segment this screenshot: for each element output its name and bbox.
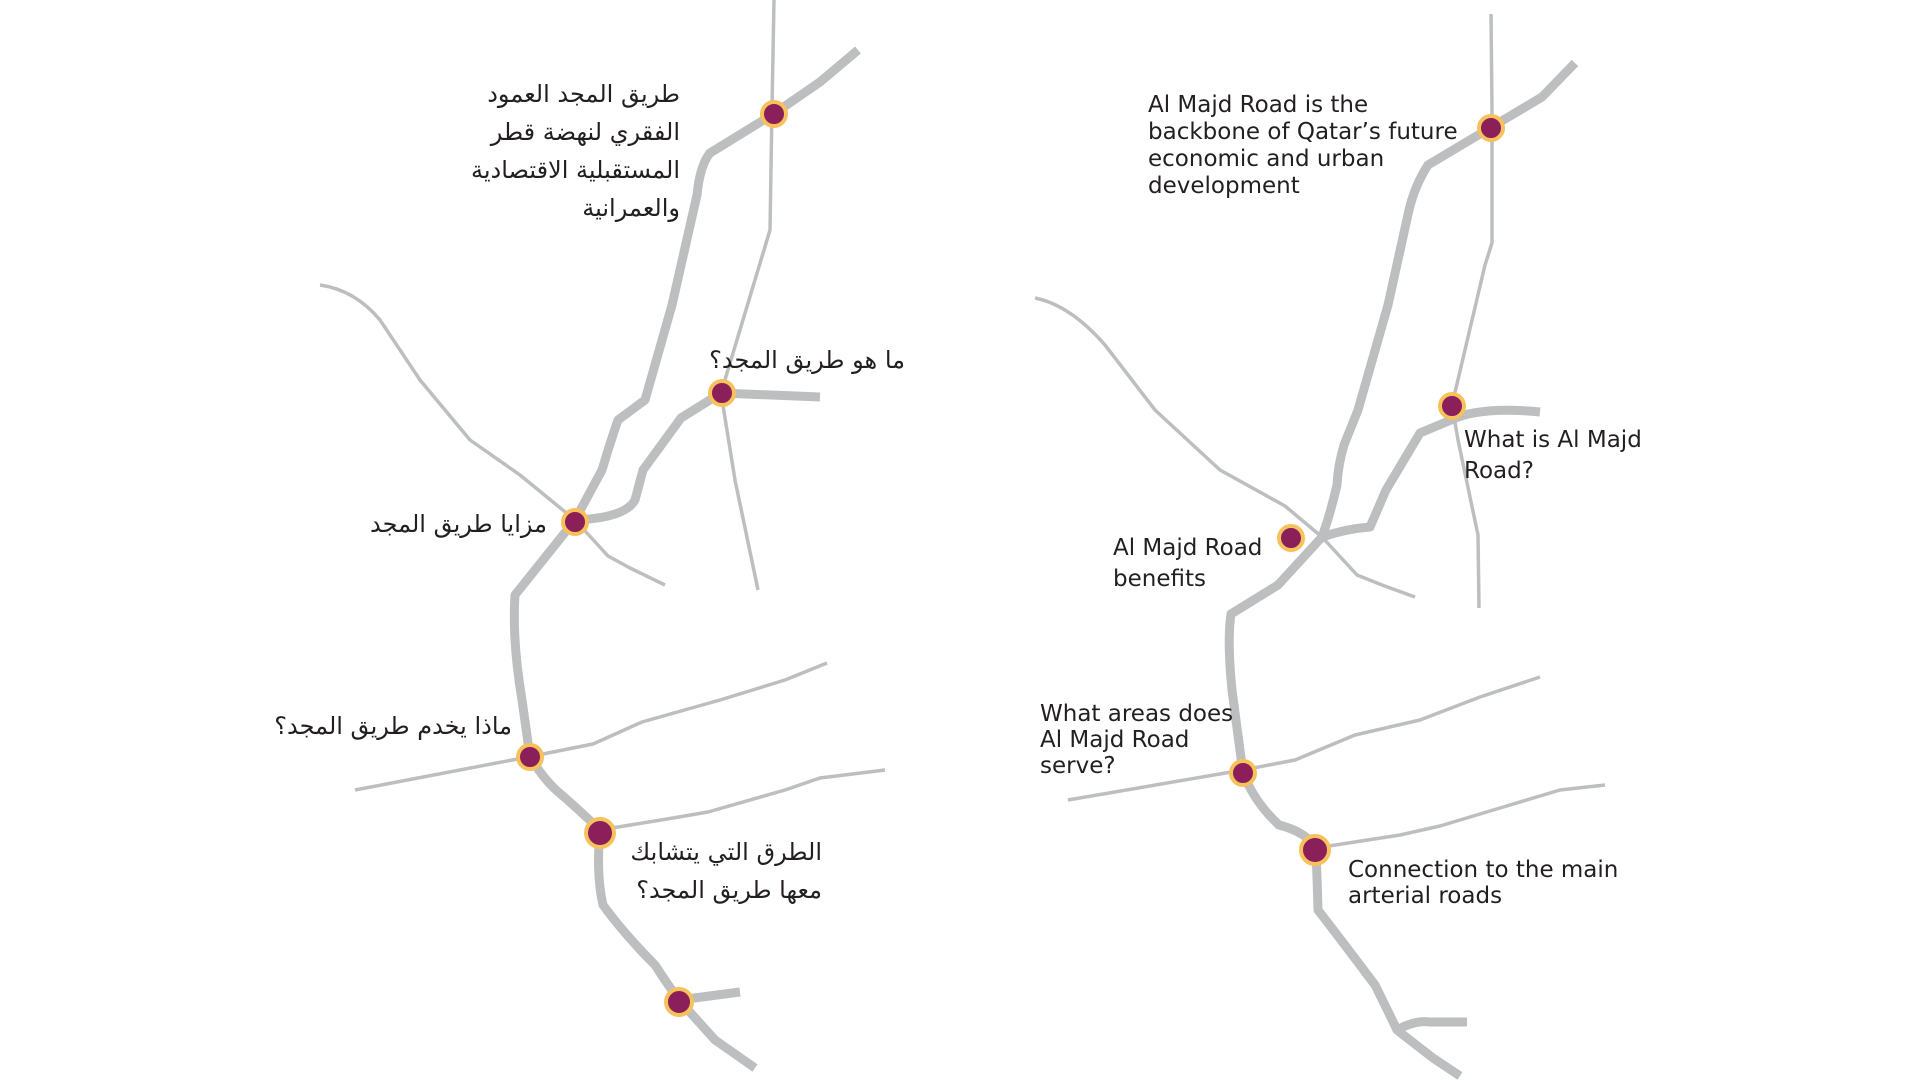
node-what-is[interactable] xyxy=(1438,392,1466,420)
label-en-backbone[interactable]: Al Majd Road is the backbone of Qatar’s … xyxy=(1148,92,1458,200)
node-areas[interactable] xyxy=(1229,759,1257,787)
node-areas[interactable] xyxy=(516,743,544,771)
label-en-what-is[interactable]: What is Al Majd Road? xyxy=(1464,425,1642,487)
label-line: المستقبلية الاقتصادية xyxy=(470,156,680,184)
label-ar-connections[interactable]: الطرق التي يتشابك معها طريق المجد؟ xyxy=(630,833,822,909)
english-road-map xyxy=(1034,13,1606,1080)
label-line: benefits xyxy=(1113,566,1206,592)
label-ar-what-is[interactable]: ما هو طريق المجد؟ xyxy=(709,341,905,379)
road-spur-bottom xyxy=(1394,1017,1467,1034)
label-line: Connection to the main xyxy=(1348,857,1619,883)
label-line: serve? xyxy=(1040,753,1116,779)
label-line: الطرق التي يتشابك xyxy=(630,838,822,866)
node-end[interactable] xyxy=(664,987,694,1017)
main-road xyxy=(509,46,861,1003)
label-line: Al Majd Road xyxy=(1113,535,1263,561)
label-ar-areas[interactable]: ماذا يخدم طريق المجد؟ xyxy=(274,707,512,745)
minor-road-west xyxy=(1034,296,1416,599)
label-en-benefits[interactable]: Al Majd Road benefits xyxy=(1113,533,1262,595)
label-line: مزايا طريق المجد xyxy=(370,510,547,538)
label-line: Al Majd Road xyxy=(1040,727,1190,753)
node-backbone[interactable] xyxy=(1477,114,1505,142)
label-line: ما هو طريق المجد؟ xyxy=(709,346,905,374)
label-en-areas[interactable]: What areas does Al Majd Road serve? xyxy=(1040,701,1233,779)
label-line: economic and urban xyxy=(1148,146,1385,172)
minor-road-north xyxy=(719,0,776,591)
node-backbone[interactable] xyxy=(760,100,788,128)
arabic-road-map xyxy=(319,0,886,1072)
node-connections[interactable] xyxy=(584,817,616,849)
label-line: development xyxy=(1148,173,1300,199)
node-connections[interactable] xyxy=(1299,834,1331,866)
label-en-connections[interactable]: Connection to the main arterial roads xyxy=(1348,857,1618,909)
label-ar-benefits[interactable]: مزايا طريق المجد xyxy=(370,505,547,543)
label-line: معها طريق المجد؟ xyxy=(636,876,822,904)
label-line: ماذا يخدم طريق المجد؟ xyxy=(274,712,512,740)
label-line: Road? xyxy=(1464,458,1534,484)
label-line: طريق المجد العمود xyxy=(487,80,680,108)
node-benefits[interactable] xyxy=(1277,524,1305,552)
node-what-is[interactable] xyxy=(708,379,736,407)
branch-road xyxy=(1320,405,1541,542)
main-road xyxy=(1224,59,1579,1080)
minor-road-north xyxy=(1450,13,1494,609)
label-ar-backbone[interactable]: طريق المجد العمود الفقري لنهضة قطر المست… xyxy=(471,75,680,227)
label-line: arterial roads xyxy=(1348,883,1503,909)
road-spur-bottom-2 xyxy=(675,996,758,1072)
label-line: Al Majd Road is the xyxy=(1148,92,1369,118)
label-line: What is Al Majd xyxy=(1464,427,1642,453)
label-line: backbone of Qatar’s future xyxy=(1148,119,1458,145)
branch-road xyxy=(574,388,821,525)
label-line: والعمرانية xyxy=(582,194,680,222)
label-line: الفقري لنهضة قطر xyxy=(490,118,680,146)
minor-road-connections xyxy=(1315,783,1606,850)
minor-road-connections xyxy=(599,768,886,832)
label-line: What areas does xyxy=(1040,701,1234,727)
node-benefits[interactable] xyxy=(561,508,589,536)
